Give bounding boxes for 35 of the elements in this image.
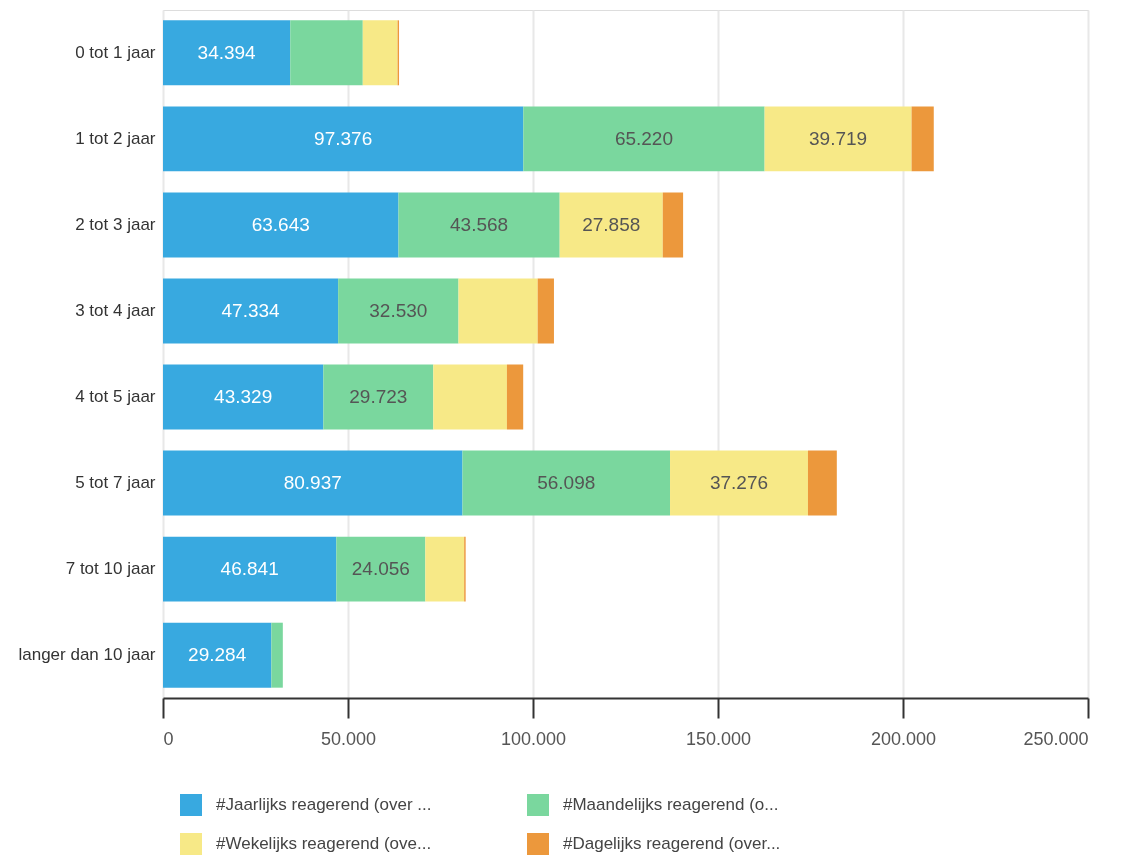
data-label: 63.643 xyxy=(251,213,310,235)
data-label: 43.568 xyxy=(450,213,509,235)
data-label: 37.276 xyxy=(709,472,769,494)
x-tick-label: 0 xyxy=(163,728,174,749)
legend-label: #Wekelijks reagerend (ove... xyxy=(216,834,432,853)
data-label: 47.334 xyxy=(221,299,281,321)
x-tick-label: 100.000 xyxy=(500,728,567,749)
y-tick-label: 1 tot 2 jaar xyxy=(75,128,156,148)
data-label: 39.719 xyxy=(809,127,868,149)
data-label: 24.056 xyxy=(351,558,410,580)
y-tick-label: 0 tot 1 jaar xyxy=(75,42,156,62)
data-label: 43.329 xyxy=(214,386,273,408)
y-tick-label: 5 tot 7 jaar xyxy=(75,473,156,493)
x-tick-label: 150.000 xyxy=(685,728,752,749)
x-tick-label: 200.000 xyxy=(870,728,937,749)
x-tick-label: 250.000 xyxy=(1023,728,1089,749)
data-label: 46.841 xyxy=(220,558,279,580)
data-label: 97.376 xyxy=(314,127,373,149)
data-label: 56.098 xyxy=(537,472,596,494)
legend-label: #Jaarlijks reagerend (over ... xyxy=(216,795,432,814)
data-label: 34.394 xyxy=(197,41,257,63)
legend-label: #Maandelijks reagerend (o... xyxy=(563,795,779,814)
x-tick-label: 50.000 xyxy=(320,728,377,749)
data-label: 80.937 xyxy=(283,472,342,494)
data-label: 29.284 xyxy=(188,644,247,666)
data-label: 29.723 xyxy=(349,386,408,408)
legend-label: #Dagelijks reagerend (over... xyxy=(563,834,781,853)
y-tick-label: langer dan 10 jaar xyxy=(18,645,156,665)
y-tick-label: 3 tot 4 jaar xyxy=(75,300,156,320)
y-tick-label: 7 tot 10 jaar xyxy=(65,559,156,579)
y-tick-label: 4 tot 5 jaar xyxy=(75,387,156,407)
data-label: 32.530 xyxy=(369,299,428,321)
y-tick-label: 2 tot 3 jaar xyxy=(75,214,156,234)
data-label: 27.858 xyxy=(582,213,641,235)
data-label: 65.220 xyxy=(614,127,674,149)
